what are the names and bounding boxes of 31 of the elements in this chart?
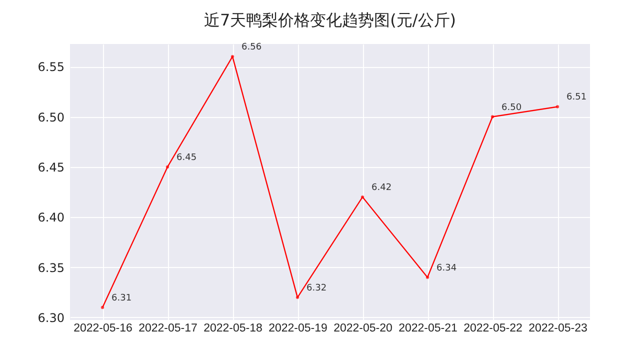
data-label: 6.56 <box>242 42 262 53</box>
data-label: 6.42 <box>372 183 392 194</box>
point <box>296 296 300 299</box>
x-tick-label: 2022-05-19 <box>268 322 328 334</box>
x-tick-label: 2022-05-22 <box>464 322 522 334</box>
point <box>360 195 364 199</box>
point <box>100 306 104 310</box>
y-tick-label: 6.40 <box>38 210 64 225</box>
data-label: 6.31 <box>112 293 132 304</box>
chart-title: 近7天鸭梨价格变化趋势图(元/公斤) <box>204 10 456 30</box>
x-tick-label: 2022-05-16 <box>74 322 132 334</box>
point <box>490 115 494 118</box>
x-tick-label: 2022-05-21 <box>398 322 458 334</box>
data-label: 6.50 <box>502 102 522 113</box>
data-label: 6.45 <box>176 152 197 163</box>
y-tick-label: 6.30 <box>38 310 64 325</box>
x-tick-label: 2022-05-18 <box>204 322 262 334</box>
data-label: 6.51 <box>566 92 587 103</box>
data-label: 6.34 <box>436 263 457 274</box>
data-label: 6.32 <box>306 283 327 294</box>
y-tick-label: 6.35 <box>38 260 64 275</box>
point <box>556 105 560 108</box>
point <box>166 165 170 169</box>
x-tick-label: 2022-05-23 <box>528 322 588 334</box>
y-tick-label: 6.45 <box>38 160 64 174</box>
point <box>426 276 430 279</box>
x-tick-label: 2022-05-17 <box>138 322 198 334</box>
point <box>230 54 234 58</box>
y-tick-label: 6.50 <box>38 110 64 124</box>
x-tick-label: 2022-05-20 <box>334 322 392 334</box>
y-tick-label: 6.55 <box>38 60 64 74</box>
